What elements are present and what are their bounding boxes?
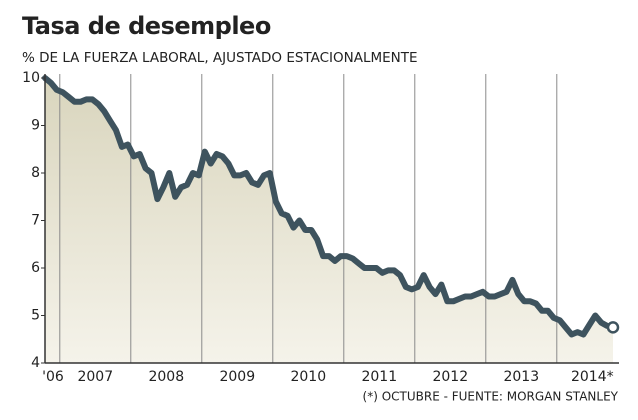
footnote: (*) OCTUBRE - FUENTE: MORGAN STANLEY <box>363 390 619 404</box>
x-tick-label: 2010 <box>290 369 326 385</box>
chart-subtitle: % DE LA FUERZA LABORAL, AJUSTADO ESTACIO… <box>22 50 418 66</box>
y-tick-label: 7 <box>31 213 40 229</box>
x-tick-label: 2013 <box>503 369 539 385</box>
y-tick-label: 6 <box>31 260 40 276</box>
y-tick-label: 10 <box>22 70 40 86</box>
y-tick-label: 8 <box>31 165 40 181</box>
x-tick-label: '06 <box>42 369 64 385</box>
x-tick-label: 2011 <box>361 369 397 385</box>
x-tick-label: 2009 <box>219 369 255 385</box>
chart-title: Tasa de desempleo <box>22 12 271 40</box>
area <box>45 78 613 363</box>
line <box>42 75 616 338</box>
x-tick-label: 2012 <box>432 369 468 385</box>
x-tick-label: 2014* <box>571 369 614 385</box>
y-tick-label: 5 <box>31 308 40 324</box>
x-tick-label: 2007 <box>77 369 113 385</box>
y-tick-label: 4 <box>31 355 40 371</box>
y-tick-label: 9 <box>31 118 40 134</box>
x-tick-label: 2008 <box>148 369 184 385</box>
last-point <box>606 321 620 334</box>
